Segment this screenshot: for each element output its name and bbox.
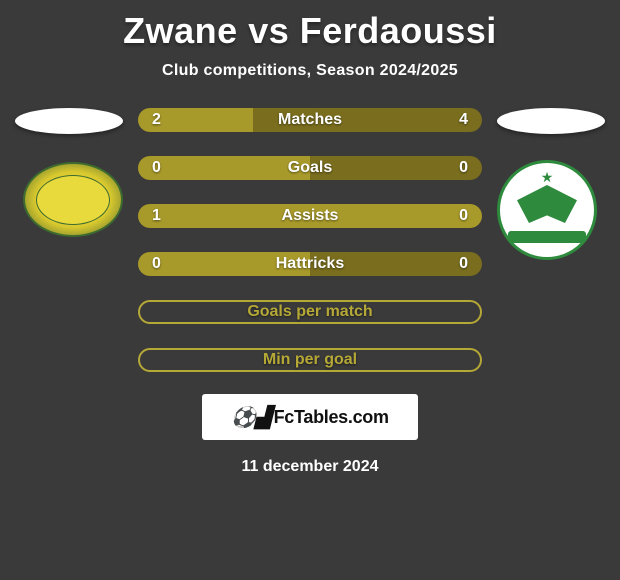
stat-value-right: 0 — [459, 207, 468, 225]
left-side — [8, 108, 138, 237]
date-label: 11 december 2024 — [242, 458, 379, 476]
player-marker-right — [497, 108, 605, 134]
bar-fill-left — [138, 156, 310, 180]
brand-icon: ⚽▟ — [231, 405, 269, 430]
stat-value-right: 0 — [459, 255, 468, 273]
stat-bar: 0 0 Goals — [138, 156, 482, 180]
crest-band — [508, 231, 586, 243]
stat-bar: 2 4 Matches — [138, 108, 482, 132]
page-title: Zwane vs Ferdaoussi — [123, 10, 497, 52]
team-crest-right: ★ — [497, 160, 597, 260]
team-crest-left — [23, 162, 123, 237]
stat-value-left: 1 — [152, 207, 161, 225]
stat-value-left: 2 — [152, 111, 161, 129]
stat-label: Goals per match — [247, 303, 372, 321]
stat-value-left: 0 — [152, 159, 161, 177]
brand-text: FcTables.com — [274, 407, 389, 428]
right-side: ★ — [482, 108, 612, 260]
stat-bar: Goals per match — [138, 300, 482, 324]
stat-bars: 2 4 Matches 0 0 Goals 1 0 Assists 0 0 Hattricks Goal… — [138, 108, 482, 372]
stat-value-left: 0 — [152, 255, 161, 273]
stat-label: Assists — [282, 207, 339, 225]
star-icon: ★ — [541, 169, 554, 186]
comparison-card: Zwane vs Ferdaoussi Club competitions, S… — [0, 0, 620, 580]
eagle-icon — [517, 185, 577, 223]
stat-value-right: 4 — [459, 111, 468, 129]
stat-label: Hattricks — [276, 255, 344, 273]
stat-label: Goals — [288, 159, 332, 177]
stat-label: Matches — [278, 111, 342, 129]
main-layout: 2 4 Matches 0 0 Goals 1 0 Assists 0 0 Hattricks Goal… — [0, 108, 620, 372]
player-marker-left — [15, 108, 123, 134]
brand-logo[interactable]: ⚽▟ FcTables.com — [202, 394, 418, 440]
stat-bar: 0 0 Hattricks — [138, 252, 482, 276]
subtitle: Club competitions, Season 2024/2025 — [162, 62, 458, 80]
stat-bar: 1 0 Assists — [138, 204, 482, 228]
stat-bar: Min per goal — [138, 348, 482, 372]
bar-fill-right — [310, 156, 482, 180]
stat-label: Min per goal — [263, 351, 357, 369]
stat-value-right: 0 — [459, 159, 468, 177]
